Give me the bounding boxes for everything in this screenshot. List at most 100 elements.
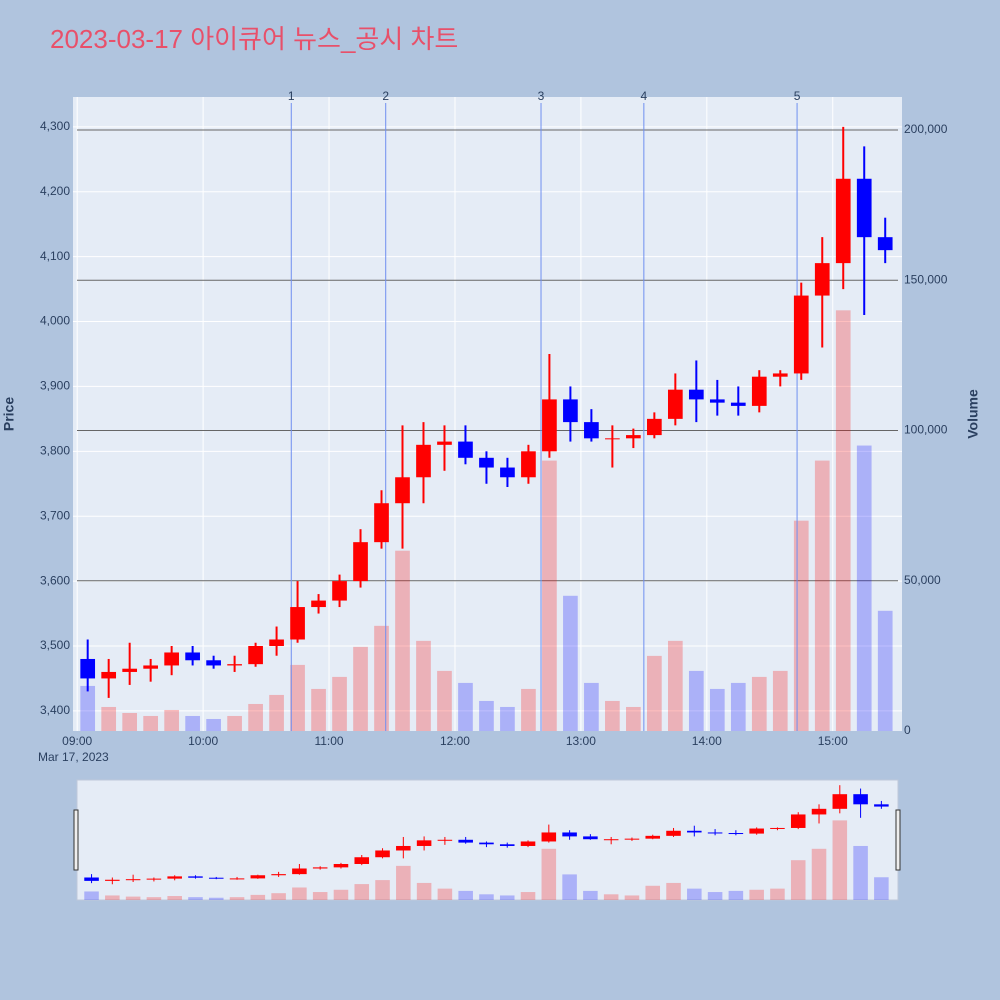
mini-volume-bar	[271, 893, 286, 900]
mini-candle-body	[208, 877, 224, 879]
mini-candle-body	[375, 850, 390, 858]
candle-body	[500, 467, 515, 478]
mini-volume-bar	[292, 887, 307, 900]
candle-body	[395, 477, 410, 504]
candle-body	[479, 457, 494, 468]
volume-bar	[709, 688, 725, 731]
mini-volume-bar	[624, 895, 640, 900]
mini-candle-body	[416, 840, 432, 846]
y2-tick-label: 0	[904, 723, 911, 737]
slider-handle[interactable]	[73, 809, 79, 871]
y-tick-label: 3,500	[40, 638, 70, 652]
mini-volume-bar	[645, 885, 661, 900]
mini-volume-bar	[146, 897, 162, 900]
mini-volume-bar	[125, 896, 141, 900]
candle-body	[122, 668, 138, 672]
volume-bar	[458, 682, 473, 731]
mini-candle-body	[125, 879, 141, 881]
mini-volume-bar	[208, 897, 224, 900]
mini-candle-body	[749, 828, 764, 834]
x-tick-label: 13:00	[566, 734, 596, 748]
mini-volume-bar	[853, 845, 868, 900]
candle-body	[667, 389, 683, 419]
volume-bar	[856, 445, 872, 731]
mini-candle-body	[333, 863, 349, 868]
mini-volume-bar	[396, 865, 411, 900]
mini-volume-bar	[603, 894, 619, 900]
range-slider[interactable]	[76, 779, 899, 901]
candle-body	[311, 600, 326, 608]
candle-body	[458, 441, 473, 458]
mini-candle-body	[396, 845, 411, 851]
mini-candle-body	[479, 842, 494, 845]
volume-bar	[164, 709, 179, 731]
candle-body	[416, 444, 431, 478]
slider-handle[interactable]	[895, 809, 901, 871]
volume-bar	[647, 655, 662, 731]
x-tick-label: 14:00	[692, 734, 722, 748]
candle-body	[856, 178, 872, 238]
mini-volume-bar	[583, 890, 598, 900]
y-tick-label: 3,600	[40, 573, 70, 587]
mini-candle-body	[167, 876, 182, 879]
y-tick-label: 3,900	[40, 379, 70, 393]
volume-bar	[772, 670, 788, 731]
volume-bar	[500, 706, 515, 731]
candle-body	[772, 373, 788, 377]
volume-bar	[626, 706, 641, 731]
volume-bar	[667, 640, 683, 731]
mini-volume-bar	[188, 897, 203, 900]
mini-volume-bar	[416, 882, 432, 900]
y-tick-label: 3,700	[40, 508, 70, 522]
volume-bar	[605, 700, 620, 731]
mini-candle-body	[229, 878, 245, 880]
mini-candle-body	[499, 844, 515, 846]
candle-body	[877, 237, 893, 251]
news-label: 4	[641, 89, 648, 103]
mini-volume-bar	[541, 848, 557, 900]
candle-body	[584, 422, 599, 439]
mini-candle-body	[728, 833, 744, 835]
candle-body	[80, 658, 96, 679]
volume-bar	[227, 715, 242, 731]
plot-layer: 3,400 3,500 3,600 3,700 3,800 3,900 4,000 4,100…	[40, 89, 948, 900]
volume-bar	[479, 700, 494, 731]
candle-body	[835, 178, 851, 264]
candle-body	[353, 542, 368, 582]
mini-volume-bar	[333, 889, 349, 900]
mini-volume-bar	[250, 894, 266, 900]
mini-candle-body	[707, 832, 723, 834]
candle-body	[164, 652, 179, 666]
volume-bar	[80, 685, 96, 731]
mini-volume-bar	[749, 889, 764, 900]
mini-volume-bar	[832, 820, 848, 900]
candle-body	[688, 389, 704, 400]
mini-candle-body	[583, 836, 598, 840]
mini-candle-body	[603, 839, 619, 841]
mini-candle-body	[666, 830, 681, 836]
candle-body	[185, 652, 200, 661]
x-tick-label: 11:00	[314, 734, 343, 748]
candle-body	[521, 451, 536, 478]
x-tick-label: 12:00	[440, 734, 470, 748]
candle-body	[206, 660, 221, 666]
volume-bar	[290, 664, 305, 731]
volume-bar	[332, 676, 347, 731]
mini-volume-bar	[687, 888, 702, 900]
y-tick-label: 4,100	[40, 249, 70, 263]
y2-axis-title: Volume	[965, 389, 981, 439]
mini-volume-bar	[84, 891, 99, 900]
candle-body	[332, 581, 347, 601]
volume-bar	[374, 625, 389, 731]
mini-volume-bar	[562, 874, 577, 900]
candle-body	[730, 402, 746, 406]
volume-bar	[730, 682, 746, 731]
volume-bar	[206, 718, 221, 731]
mini-candle-body	[354, 857, 370, 864]
mini-candle-body	[770, 827, 785, 829]
mini-candle-body	[624, 838, 640, 840]
volume-bar	[269, 694, 284, 731]
candle-body	[793, 295, 809, 374]
volume-bar	[311, 688, 326, 731]
y2-tick-label: 200,000	[904, 122, 948, 136]
